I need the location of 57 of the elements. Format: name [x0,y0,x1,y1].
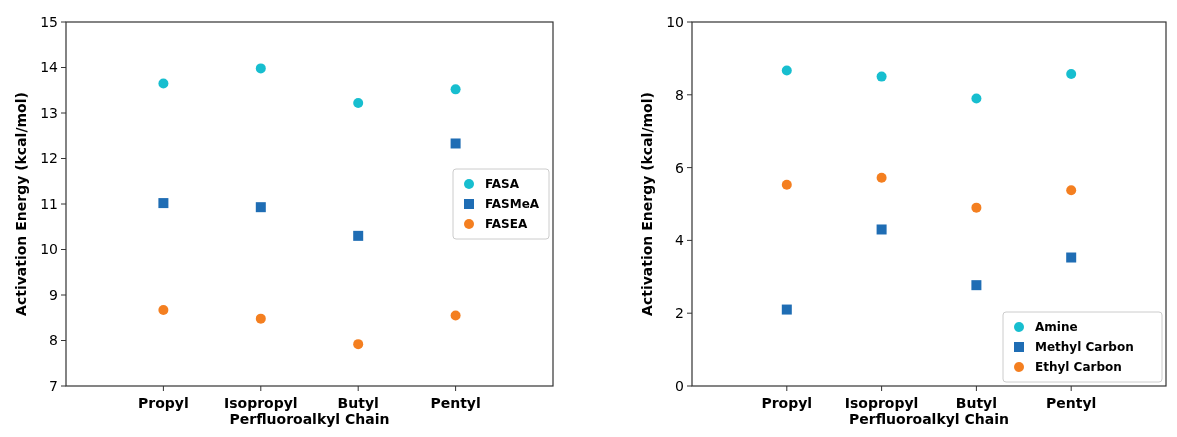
x-tick-label: Pentyl [430,395,481,411]
point [876,172,887,183]
x-tick-label: Pentyl [1046,395,1097,411]
legend-label: Amine [1035,320,1078,335]
point [255,202,266,213]
x-tick-label: Butyl [337,395,379,411]
legend-label: FASMeA [485,197,540,212]
point [255,313,266,324]
x-tick-label: Propyl [761,395,813,411]
point [781,304,792,315]
y-tick-label: 14 [40,59,59,76]
y-tick-label: 11 [40,195,58,212]
point [353,97,364,108]
point [876,71,887,82]
point [1066,69,1077,80]
point [450,310,461,321]
point [255,63,266,74]
x-axis-title: Perfluoroalkyl Chain [849,411,1009,427]
point [781,179,792,190]
y-tick-label: 13 [40,104,58,121]
y-tick-label: 2 [675,305,684,322]
y-tick-label: 6 [675,159,685,176]
y-axis-title: Activation Energy (kcal/mol) [13,92,29,316]
point [450,84,461,95]
x-tick-label: Propyl [138,395,189,411]
x-tick-label: Isopropyl [844,395,919,411]
legend-label: Methyl Carbon [1035,340,1134,355]
x-tick-label: Butyl [955,395,998,411]
point [1066,252,1077,263]
y-tick-label: 4 [675,232,685,249]
point [158,305,169,316]
point [876,224,887,235]
legend-label: FASEA [485,217,528,232]
x-tick-label: Isopropyl [223,395,298,411]
point [971,93,982,104]
point [353,339,364,350]
y-tick-label: 15 [40,13,58,30]
y-tick-label: 12 [40,150,58,167]
y-tick-label: 9 [49,286,58,303]
point [971,280,982,291]
y-tick-label: 8 [49,332,58,349]
y-tick-label: 0 [675,377,684,394]
x-axis-title: Perfluoroalkyl Chain [229,411,390,427]
point [781,65,792,76]
y-tick-label: 10 [666,13,684,30]
legend-label: Ethyl Carbon [1035,360,1122,375]
point [450,138,461,149]
y-tick-label: 8 [675,86,684,103]
y-axis-title: Activation Energy (kcal/mol) [639,92,655,316]
point [971,202,982,213]
point [158,198,169,209]
point [353,230,364,241]
y-tick-label: 10 [40,241,58,258]
y-tick-label: 7 [49,377,58,394]
legend-label: FASA [485,177,520,192]
point [158,78,169,89]
point [1066,185,1077,196]
